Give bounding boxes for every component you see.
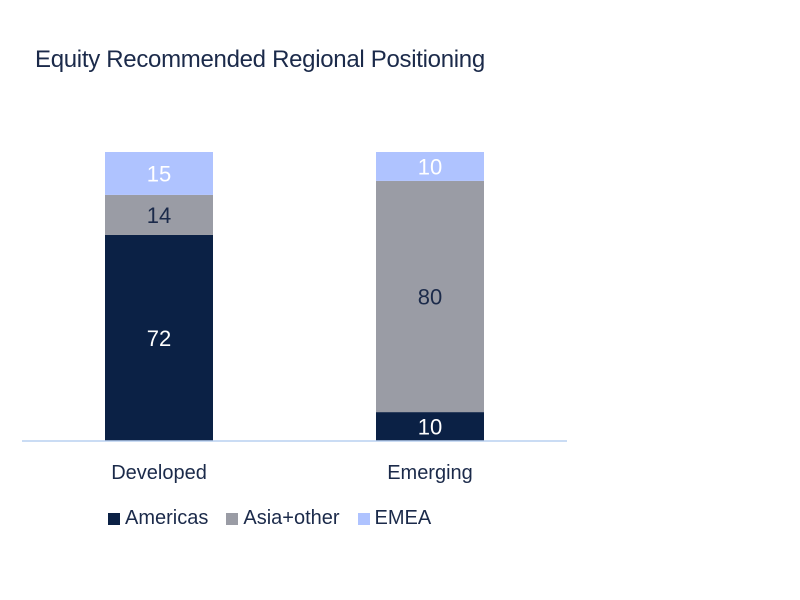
data-label-developed-americas: 72	[147, 326, 171, 351]
legend-label: Americas	[125, 507, 209, 529]
bar-segment-emerging-americas	[376, 412, 484, 441]
bar-segment-developed-emea	[105, 152, 213, 195]
legend: Americas Asia+other EMEA	[108, 507, 449, 530]
legend-swatch	[357, 512, 370, 525]
data-label-emerging-asia-other: 80	[418, 285, 442, 310]
legend-item-emea: EMEA	[357, 507, 432, 530]
bar-segment-developed-asia-other	[105, 194, 213, 235]
legend-label: EMEA	[374, 507, 432, 529]
bars-group: 72 14 15 10 80 10	[105, 152, 484, 441]
legend-item-americas: Americas	[108, 507, 208, 530]
legend-swatch	[108, 512, 120, 525]
data-label-developed-emea: 15	[147, 161, 171, 186]
data-label-emerging-americas: 10	[418, 415, 442, 440]
bar-segment-emerging-asia-other	[376, 180, 484, 413]
legend-swatch	[226, 512, 239, 525]
data-label-developed-asia-other: 14	[147, 203, 171, 228]
bar-segment-emerging-emea	[376, 152, 484, 181]
legend-label: Asia+other	[243, 507, 340, 529]
category-labels: Developed Emerging	[111, 462, 473, 484]
legend-item-asia-other: Asia+other	[226, 507, 340, 530]
chart-title: Equity Recommended Regional Positioning	[35, 46, 485, 73]
bar-segment-developed-americas	[105, 234, 213, 441]
data-label-emerging-emea: 10	[418, 154, 442, 179]
category-label-developed: Developed	[111, 462, 207, 484]
category-label-emerging: Emerging	[387, 462, 473, 484]
